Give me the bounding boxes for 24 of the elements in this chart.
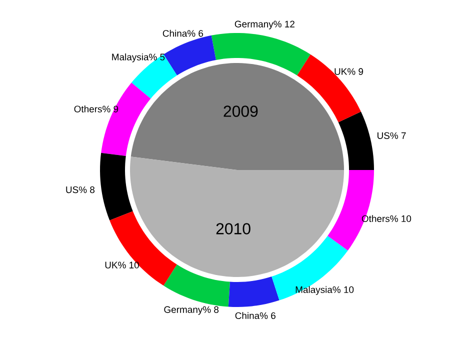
data-label: 5 [160,54,165,60]
data-label: 10 [402,215,412,222]
slice-label: Germany% [234,20,282,30]
data-label: 12 [285,20,294,28]
slice-label: China% [235,312,268,320]
data-label: 8 [214,306,219,313]
slice-label: US% [66,186,87,194]
data-label: 6 [271,312,276,320]
slice-label: China% [162,30,196,37]
data-label: 9 [358,68,364,75]
slice-label: 2010 [216,223,250,234]
slice-label: US% [378,132,398,139]
slice-label: Others% [74,105,110,112]
slice-label: 2009 [224,106,258,117]
data-label: 6 [198,30,204,37]
slice-label: UK% [105,262,126,268]
slice-label: Germany% [164,306,211,315]
data-label: 8 [90,186,95,194]
data-label: 10 [344,286,354,294]
data-label: 7 [401,132,406,139]
slice-label: Malaysia% [112,53,157,62]
slice-label: UK% [334,68,356,75]
data-label: 9 [114,106,118,112]
data-label: 10 [130,262,139,268]
